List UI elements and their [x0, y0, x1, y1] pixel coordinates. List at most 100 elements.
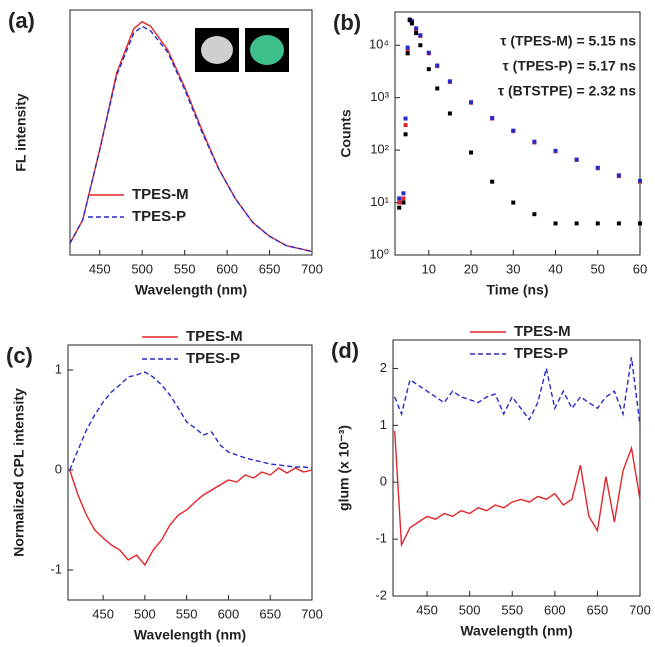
x-tick-label: 450	[92, 606, 114, 621]
x-tick-label: 650	[259, 606, 281, 621]
data-point	[616, 221, 621, 226]
y-tick-label: -2	[375, 587, 387, 602]
x-tick-label: 10	[422, 261, 436, 276]
data-point	[426, 67, 431, 72]
y-tick-label: 0	[55, 461, 62, 476]
legend-label: TPES-M	[132, 186, 189, 203]
data-point	[511, 200, 516, 205]
data-point	[638, 221, 642, 226]
x-tick-label: 600	[544, 602, 566, 617]
y-tick-label: 10⁴	[369, 37, 389, 52]
y-tick-label: -1	[50, 561, 62, 576]
x-tick-label: 550	[176, 606, 198, 621]
data-point	[435, 86, 440, 91]
x-tick-label: 550	[501, 602, 523, 617]
x-axis-label: Wavelength (nm)	[135, 282, 247, 298]
panel-label: (d)	[331, 338, 359, 363]
panel-label: (c)	[6, 343, 33, 368]
y-tick-label: 1	[380, 417, 387, 432]
plot-frame	[394, 11, 641, 256]
annotation: τ (TPES-P) = 5.17 ns	[503, 58, 637, 74]
annotation: τ (BTSTPE) = 2.32 ns	[498, 83, 636, 99]
data-point	[405, 51, 410, 56]
data-point	[418, 33, 423, 38]
x-tick-label: 450	[89, 261, 111, 276]
x-tick-label: 500	[459, 602, 481, 617]
panel-label: (b)	[333, 10, 361, 35]
data-point	[435, 63, 440, 68]
panel-label: (a)	[8, 8, 35, 33]
y-axis-label: FL intensity	[13, 93, 29, 172]
x-tick-label: 600	[216, 261, 238, 276]
data-point	[403, 132, 408, 137]
x-tick-label: 700	[629, 602, 651, 617]
x-tick-label: 500	[131, 261, 153, 276]
data-point	[409, 21, 414, 26]
data-point	[447, 79, 452, 84]
data-point	[426, 50, 431, 55]
y-tick-label: 10¹	[370, 194, 389, 209]
x-axis-label: Wavelength (nm)	[460, 623, 572, 639]
x-tick-label: 20	[464, 261, 478, 276]
data-point	[397, 196, 402, 201]
data-point	[405, 45, 410, 50]
x-tick-label: 450	[416, 602, 438, 617]
inset-blob	[201, 36, 233, 64]
data-point	[397, 200, 402, 205]
y-tick-label: 1	[55, 361, 62, 376]
x-axis-label: Time (ns)	[487, 282, 549, 298]
plot-frame	[392, 339, 641, 597]
data-point	[574, 221, 579, 226]
data-point	[401, 196, 406, 201]
data-point	[532, 139, 537, 144]
x-tick-label: 30	[506, 261, 520, 276]
x-tick-label: 40	[548, 261, 562, 276]
y-tick-label: 10⁰	[369, 246, 389, 261]
x-tick-label: 700	[301, 261, 323, 276]
legend-label: TPES-P	[132, 208, 186, 225]
data-point	[553, 221, 558, 226]
data-point	[403, 116, 408, 121]
data-line	[69, 467, 313, 567]
inset-blob	[250, 35, 284, 65]
x-tick-label: 550	[174, 261, 196, 276]
y-axis-label: Normalized CPL intensity	[11, 388, 27, 557]
data-point	[490, 179, 495, 184]
data-line	[69, 25, 313, 253]
data-point	[403, 123, 408, 128]
plot-frame	[69, 9, 313, 256]
plot-frame	[67, 344, 313, 601]
y-tick-label: 10³	[370, 89, 389, 104]
x-tick-label: 600	[218, 606, 240, 621]
data-point	[490, 115, 495, 120]
data-point	[595, 165, 600, 170]
data-point	[397, 205, 402, 210]
data-point	[409, 18, 414, 23]
y-axis-label: Counts	[338, 109, 354, 157]
legend-label: TPES-P	[186, 350, 240, 367]
data-point	[553, 148, 558, 153]
x-tick-label: 700	[301, 606, 323, 621]
data-point	[401, 200, 406, 205]
inset-photos	[195, 28, 289, 72]
data-point	[595, 221, 600, 226]
data-point	[414, 31, 419, 36]
data-point	[511, 128, 516, 133]
x-axis-label: Wavelength (nm)	[134, 627, 246, 643]
x-tick-label: 650	[259, 261, 281, 276]
data-point	[638, 178, 642, 183]
y-tick-label: -1	[375, 531, 387, 546]
legend-label: TPES-M	[514, 323, 571, 340]
data-line	[394, 356, 641, 426]
data-point	[447, 111, 452, 116]
data-point	[405, 48, 410, 53]
data-point	[414, 26, 419, 31]
x-tick-label: 500	[134, 606, 156, 621]
annotation: τ (TPES-M) = 5.15 ns	[500, 33, 636, 49]
data-line	[69, 371, 313, 471]
x-tick-label: 60	[633, 261, 647, 276]
y-tick-label: 10²	[370, 142, 389, 157]
legend-label: TPES-P	[514, 345, 568, 362]
data-point	[418, 43, 423, 48]
